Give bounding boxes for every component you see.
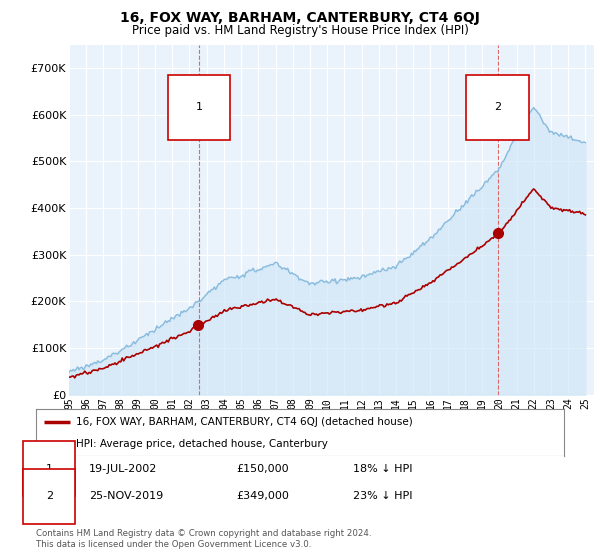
Text: 23% ↓ HPI: 23% ↓ HPI bbox=[353, 491, 412, 501]
Text: 18% ↓ HPI: 18% ↓ HPI bbox=[353, 464, 412, 474]
Text: 16, FOX WAY, BARHAM, CANTERBURY, CT4 6QJ: 16, FOX WAY, BARHAM, CANTERBURY, CT4 6QJ bbox=[120, 11, 480, 25]
Text: 2: 2 bbox=[46, 491, 53, 501]
Text: 1: 1 bbox=[46, 464, 53, 474]
Text: 1: 1 bbox=[196, 102, 202, 113]
Text: HPI: Average price, detached house, Canterbury: HPI: Average price, detached house, Cant… bbox=[76, 438, 328, 449]
Text: 16, FOX WAY, BARHAM, CANTERBURY, CT4 6QJ (detached house): 16, FOX WAY, BARHAM, CANTERBURY, CT4 6QJ… bbox=[76, 417, 412, 427]
Text: Contains HM Land Registry data © Crown copyright and database right 2024.: Contains HM Land Registry data © Crown c… bbox=[36, 529, 371, 538]
Text: 19-JUL-2002: 19-JUL-2002 bbox=[89, 464, 157, 474]
Text: £349,000: £349,000 bbox=[236, 491, 290, 501]
Text: 25-NOV-2019: 25-NOV-2019 bbox=[89, 491, 163, 501]
Text: This data is licensed under the Open Government Licence v3.0.: This data is licensed under the Open Gov… bbox=[36, 540, 311, 549]
Text: 2: 2 bbox=[494, 102, 501, 113]
Text: Price paid vs. HM Land Registry's House Price Index (HPI): Price paid vs. HM Land Registry's House … bbox=[131, 24, 469, 36]
Text: £150,000: £150,000 bbox=[236, 464, 289, 474]
